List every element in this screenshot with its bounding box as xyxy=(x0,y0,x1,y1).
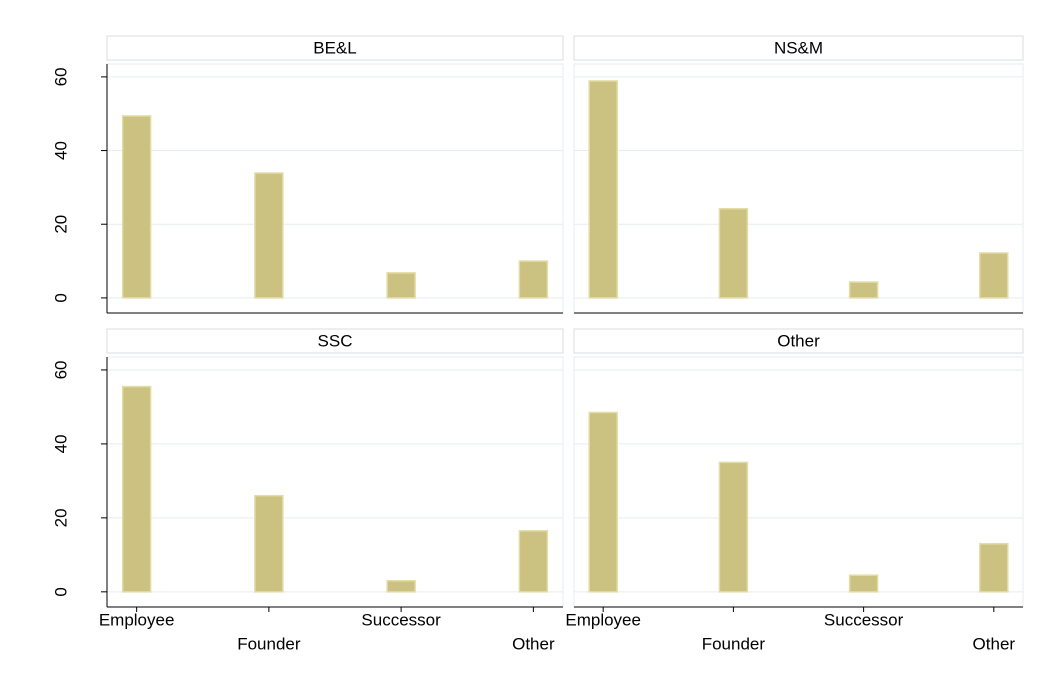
panel-header xyxy=(573,35,1024,61)
bar xyxy=(386,272,416,299)
bar xyxy=(718,208,749,299)
x-tick-label: Employee xyxy=(565,610,641,629)
x-tick-label: Founder xyxy=(702,634,766,653)
bar xyxy=(254,172,284,299)
panel-header xyxy=(573,328,1024,354)
bar xyxy=(121,115,152,299)
bar xyxy=(121,385,152,593)
x-tick-label: Successor xyxy=(361,610,441,629)
panel-header xyxy=(106,35,564,61)
bar xyxy=(588,80,618,299)
x-tick-label: Employee xyxy=(99,610,175,629)
y-tick-label: 0 xyxy=(51,587,70,596)
plot-area xyxy=(106,356,564,608)
panel-title: BE&L xyxy=(313,38,356,57)
y-tick-label: 60 xyxy=(51,360,70,379)
plot-area xyxy=(573,356,1024,608)
y-tick-label: 40 xyxy=(51,434,70,453)
x-tick-label: Founder xyxy=(237,634,301,653)
bar xyxy=(979,543,1009,593)
panel-title: NS&M xyxy=(774,38,823,57)
panel-header xyxy=(106,328,564,354)
bar xyxy=(718,461,749,593)
y-tick-label: 40 xyxy=(51,141,70,160)
y-tick-label: 60 xyxy=(51,67,70,86)
plot-area xyxy=(573,63,1024,314)
bar xyxy=(979,252,1009,299)
y-tick-label: 0 xyxy=(51,293,70,302)
bar xyxy=(518,530,549,593)
y-tick-label: 20 xyxy=(51,508,70,527)
panel-title: SSC xyxy=(318,331,353,350)
bar xyxy=(848,281,879,299)
bar xyxy=(518,260,549,299)
y-tick-label: 20 xyxy=(51,215,70,234)
panel-title: Other xyxy=(777,331,820,350)
bar xyxy=(254,494,284,593)
x-tick-label: Other xyxy=(973,634,1016,653)
x-tick-label: Other xyxy=(512,634,555,653)
x-tick-label: Successor xyxy=(824,610,904,629)
bar xyxy=(848,574,879,593)
bar xyxy=(386,579,416,593)
plot-area xyxy=(106,63,564,314)
bar xyxy=(588,411,618,593)
